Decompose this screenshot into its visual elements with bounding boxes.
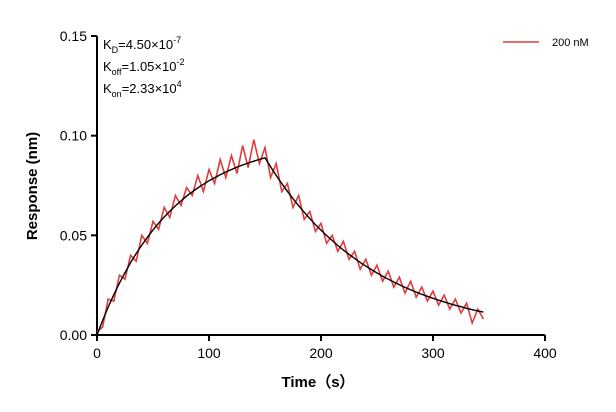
annotation: Kon=2.33×104 <box>103 79 182 99</box>
y-axis-title: Response (nm) <box>24 132 41 240</box>
y-tick-label: 0.05 <box>60 227 87 243</box>
annotation-superscript: 4 <box>177 79 182 89</box>
annotation-value: =2.33×10 <box>122 81 177 96</box>
x-tick-label: 100 <box>197 345 221 361</box>
annotation: KD=4.50×10-7 <box>103 35 181 55</box>
annotation-symbol: K <box>103 81 112 96</box>
y-tick-label: 0.00 <box>60 327 87 343</box>
x-tick-label: 300 <box>421 345 445 361</box>
x-axis-title: Time（s） <box>281 373 354 391</box>
annotation-subscript: on <box>112 89 122 99</box>
annotation-superscript: -2 <box>176 57 184 67</box>
x-tick-label: 0 <box>93 345 101 361</box>
series-line <box>96 139 485 333</box>
annotation-superscript: -7 <box>173 35 181 45</box>
x-tick-label: 400 <box>533 345 557 361</box>
annotation-value: =1.05×10 <box>122 59 177 74</box>
annotation-value: =4.50×10 <box>118 37 173 52</box>
annotation-symbol: K <box>103 59 112 74</box>
annotation-subscript: off <box>112 67 122 77</box>
series-line <box>96 156 484 336</box>
annotation-symbol: K <box>103 37 112 52</box>
legend-label: 200 nM <box>552 37 589 49</box>
y-tick-label: 0.10 <box>60 128 87 144</box>
y-tick-label: 0.15 <box>60 28 87 44</box>
x-tick-label: 200 <box>309 345 333 361</box>
annotation: Koff=1.05×10-2 <box>103 57 184 77</box>
annotation-subscript: D <box>112 45 119 55</box>
